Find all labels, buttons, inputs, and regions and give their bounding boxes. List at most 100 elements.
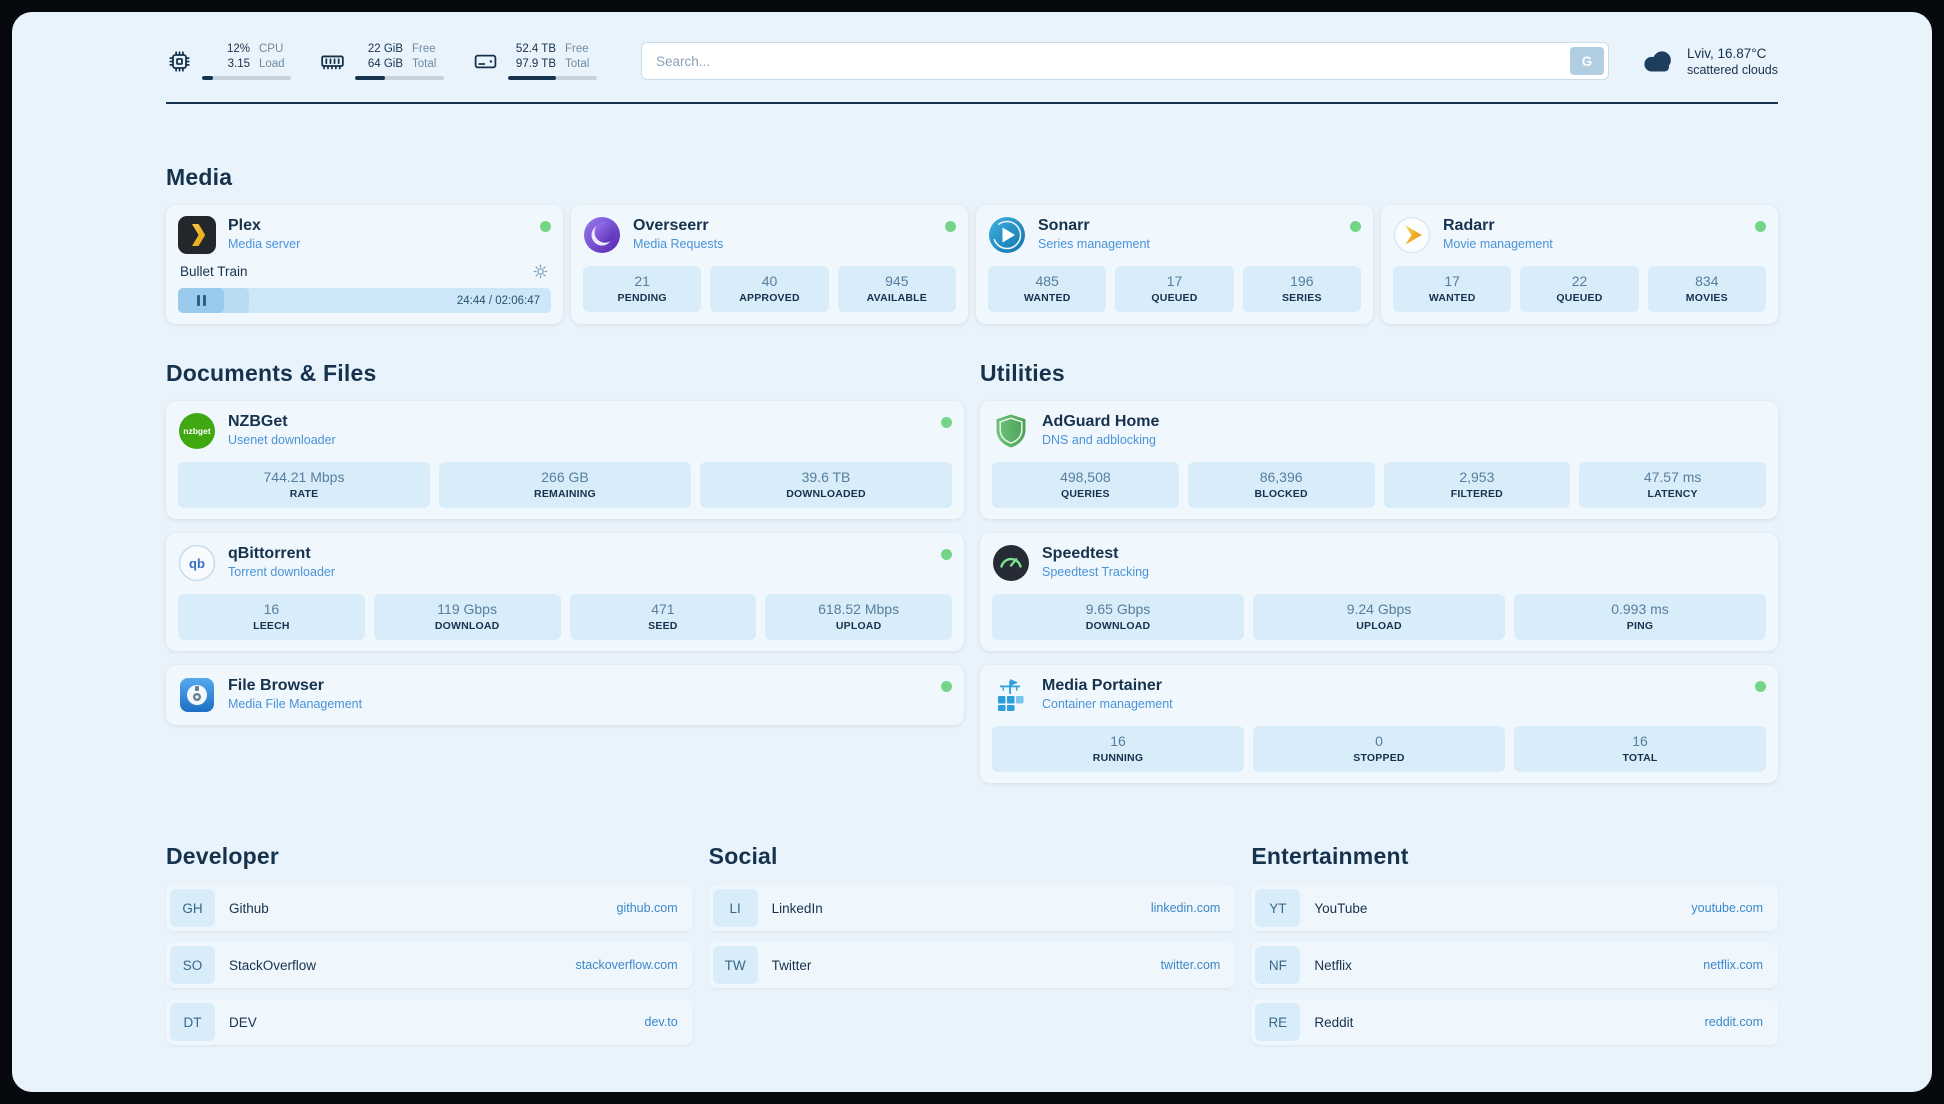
- stat-box: 2,953 FILTERED: [1383, 462, 1571, 508]
- stat-value: 266 GB: [541, 469, 589, 485]
- service-subtitle: Usenet downloader: [228, 433, 336, 447]
- status-dot: [1755, 681, 1766, 692]
- bookmark-url[interactable]: youtube.com: [1691, 901, 1763, 915]
- bookmark-item-stackoverflow[interactable]: SO StackOverflow stackoverflow.com: [166, 942, 693, 988]
- ram-icon: [319, 48, 346, 75]
- section-media: Media Plex Media server Bullet Train 24:…: [166, 164, 1778, 324]
- weather-location: Lviv, 16.87°C: [1686, 45, 1767, 61]
- bookmark-group-title: Developer: [166, 843, 280, 869]
- bookmark-url[interactable]: netflix.com: [1703, 958, 1763, 972]
- documents-grid: nzbget NZBGet Usenet downloader 744.21 M…: [166, 401, 964, 725]
- bookmark-url[interactable]: stackoverflow.com: [575, 958, 678, 972]
- stat-value: 0: [1375, 733, 1383, 749]
- stat-value: 17: [1166, 273, 1183, 289]
- bookmark-url[interactable]: dev.to: [644, 1015, 678, 1029]
- stat-value: 196: [1290, 273, 1314, 289]
- utilities-grid: AdGuard Home DNS and adblocking 498,508 …: [980, 401, 1778, 783]
- svg-text:qb: qb: [189, 556, 205, 571]
- gear-icon[interactable]: [532, 263, 549, 280]
- card-titles: AdGuard Home DNS and adblocking: [1042, 412, 1159, 447]
- playback-progress-bar[interactable]: 24:44 / 02:06:47: [178, 288, 551, 313]
- stat-box: 22 QUEUED: [1520, 266, 1639, 312]
- disk-icon: [472, 48, 499, 75]
- adguard-card[interactable]: AdGuard Home DNS and adblocking 498,508 …: [980, 401, 1778, 519]
- stat-row: 21 PENDING 40 APPROVED 945 AVAILABLE: [583, 266, 956, 312]
- bookmark-abbr: NF: [1255, 946, 1301, 984]
- bookmark-list: LI LinkedIn linkedin.com TW Twitter twit…: [708, 885, 1236, 988]
- overseerr-card[interactable]: Overseerr Media Requests 21 PENDING 40 A…: [571, 205, 968, 324]
- search-input[interactable]: [641, 42, 1609, 80]
- card-header: Plex Media server: [178, 216, 551, 254]
- stat-label: UPLOAD: [1356, 620, 1402, 632]
- plex-card[interactable]: Plex Media server Bullet Train 24:44 / 0…: [166, 205, 563, 324]
- monitor-value-bottom: 97.9 TB: [515, 58, 556, 70]
- status-dot: [1350, 221, 1361, 232]
- stat-row: 16 LEECH 119 Gbps DOWNLOAD 471 SEED 618.…: [178, 594, 952, 640]
- card-header: AdGuard Home DNS and adblocking: [992, 412, 1766, 450]
- bookmark-url[interactable]: reddit.com: [1704, 1015, 1763, 1029]
- monitor-value-bottom: 3.15: [227, 58, 250, 70]
- sonarr-card[interactable]: Sonarr Series management 485 WANTED 17 Q…: [976, 205, 1373, 324]
- cpu-monitor-body: 12% CPU 3.15 Load: [202, 42, 291, 80]
- bookmark-name: Twitter: [771, 957, 812, 973]
- stat-box: 266 GB REMAINING: [439, 462, 691, 508]
- bookmark-item-linkedin[interactable]: LI LinkedIn linkedin.com: [708, 885, 1236, 931]
- section-utilities: Utilities AdGuard Home DNS and adblockin…: [980, 360, 1778, 783]
- section-documents: Documents & Files nzbget NZBGet Usenet d…: [166, 360, 964, 783]
- search-bar: G: [641, 42, 1609, 80]
- monitor-progress-bar: [355, 75, 444, 80]
- stat-box: 16 LEECH: [178, 594, 365, 640]
- stat-box: 86,396 BLOCKED: [1187, 462, 1375, 508]
- weather-condition: scattered clouds: [1686, 62, 1778, 77]
- status-dot: [540, 221, 551, 232]
- monitor-label-top: Free: [412, 43, 436, 56]
- bookmark-item-twitter[interactable]: TW Twitter twitter.com: [708, 942, 1236, 988]
- service-name: Plex: [228, 217, 261, 234]
- stat-value: 471: [651, 601, 675, 617]
- monitor-progress-bar: [202, 75, 291, 80]
- card-titles: Sonarr Series management: [1038, 216, 1150, 251]
- bookmark-url[interactable]: linkedin.com: [1150, 901, 1221, 915]
- disk-monitor: 52.4 TB Free 97.9 TB Total: [472, 42, 597, 80]
- bookmark-url[interactable]: twitter.com: [1160, 958, 1221, 972]
- speedtest-card[interactable]: Speedtest Speedtest Tracking 9.65 Gbps D…: [980, 533, 1778, 651]
- bookmark-item-dev[interactable]: DT DEV dev.to: [166, 999, 693, 1045]
- status-dot: [941, 549, 952, 560]
- bookmark-abbr: LI: [712, 889, 758, 927]
- status-dot: [941, 681, 952, 692]
- now-playing-title: Bullet Train: [180, 264, 248, 279]
- portainer-card[interactable]: Media Portainer Container management 16 …: [980, 665, 1778, 783]
- weather-widget[interactable]: Lviv, 16.87°C scattered clouds: [1639, 42, 1778, 80]
- nzbget-card[interactable]: nzbget NZBGet Usenet downloader 744.21 M…: [166, 401, 964, 519]
- stat-row: 16 RUNNING 0 STOPPED 16 TOTAL: [992, 726, 1766, 772]
- bookmark-item-netflix[interactable]: NF Netflix netflix.com: [1251, 942, 1778, 988]
- bookmark-item-reddit[interactable]: RE Reddit reddit.com: [1251, 999, 1778, 1045]
- card-header: Speedtest Speedtest Tracking: [992, 544, 1766, 582]
- stat-label: DOWNLOAD: [1085, 620, 1151, 632]
- service-name: Sonarr: [1038, 217, 1090, 234]
- overseerr-icon: [583, 216, 621, 254]
- stat-row: 744.21 Mbps RATE 266 GB REMAINING 39.6 T…: [178, 462, 952, 508]
- pause-button[interactable]: [178, 288, 224, 313]
- qbittorrent-card[interactable]: qb qBittorrent Torrent downloader 16 LEE…: [166, 533, 964, 651]
- bookmark-url[interactable]: github.com: [616, 901, 678, 915]
- status-dot: [941, 417, 952, 428]
- filebrowser-card[interactable]: File Browser Media File Management: [166, 665, 964, 725]
- card-header: Sonarr Series management: [988, 216, 1361, 254]
- stat-value: 47.57 ms: [1643, 469, 1702, 485]
- bookmark-item-github[interactable]: GH Github github.com: [166, 885, 693, 931]
- bookmark-item-youtube[interactable]: YT YouTube youtube.com: [1251, 885, 1778, 931]
- stat-label: REMAINING: [534, 488, 596, 500]
- service-subtitle: Media server: [228, 237, 301, 251]
- section-title-documents: Documents & Files: [166, 360, 377, 386]
- stat-value: 9.24 Gbps: [1346, 601, 1412, 617]
- stat-label: QUEUED: [1151, 292, 1198, 304]
- bookmark-name: Github: [229, 900, 269, 916]
- card-header: File Browser Media File Management: [178, 676, 952, 714]
- stat-value: 9.65 Gbps: [1085, 601, 1151, 617]
- radarr-card[interactable]: Radarr Movie management 17 WANTED 22 QUE…: [1381, 205, 1778, 324]
- stat-label: QUEUED: [1556, 292, 1603, 304]
- bookmark-list: GH Github github.com SO StackOverflow st…: [166, 885, 693, 1045]
- search-provider-button[interactable]: G: [1569, 47, 1604, 75]
- stat-box: 17 QUEUED: [1115, 266, 1234, 312]
